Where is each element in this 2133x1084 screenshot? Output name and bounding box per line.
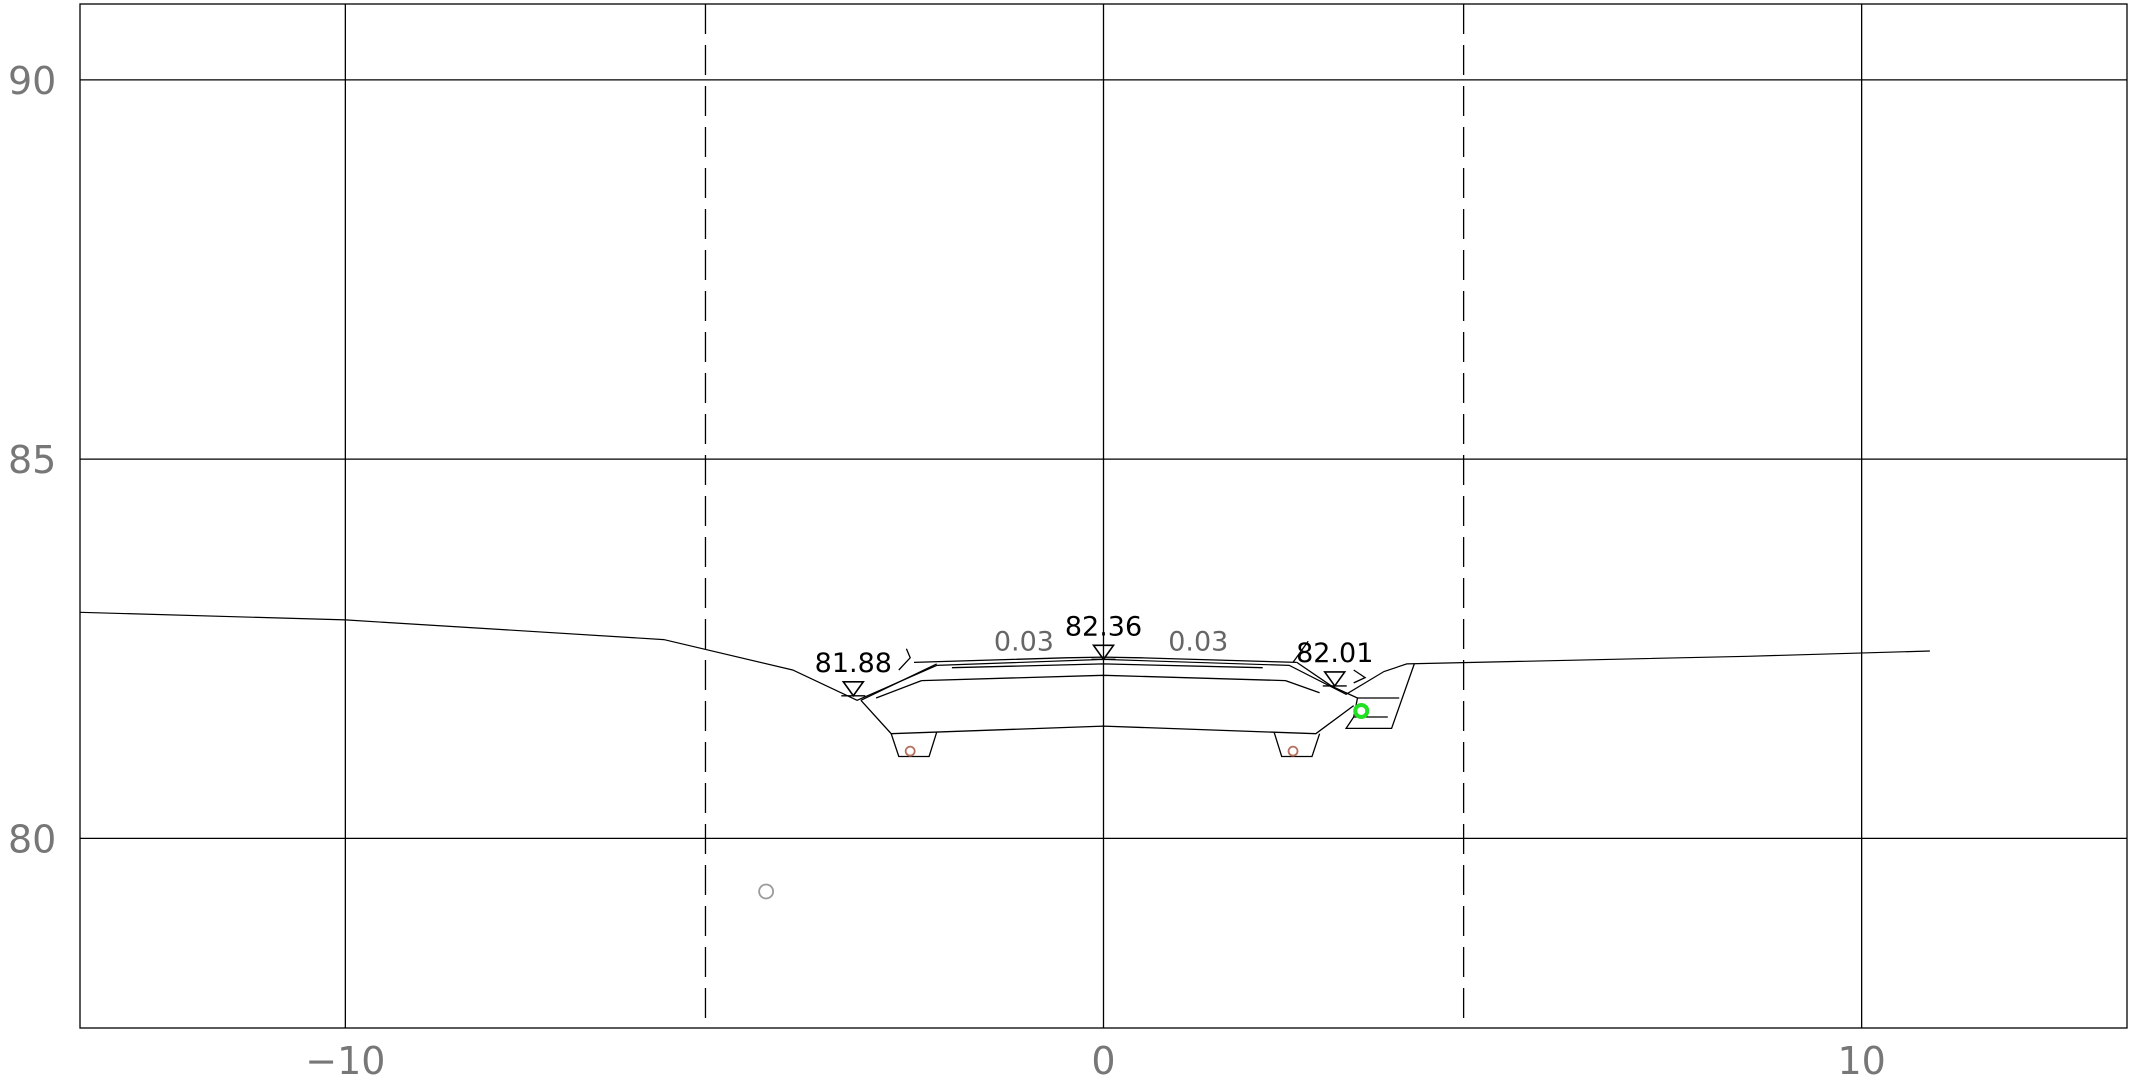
reference-point bbox=[758, 883, 775, 900]
x-tick-label: −10 bbox=[305, 1039, 385, 1080]
slope-label: 0.03 bbox=[1168, 626, 1228, 657]
elevation-label: 82.36 bbox=[1065, 611, 1142, 642]
points bbox=[758, 702, 1370, 900]
right-edge-inner bbox=[1285, 679, 1320, 694]
drain-right-point bbox=[1287, 745, 1299, 757]
elevation-marker-triangle bbox=[841, 680, 865, 698]
elevation-label: 82.01 bbox=[1296, 638, 1373, 669]
y-tick-label: 80 bbox=[8, 817, 56, 861]
y-tick-label: 90 bbox=[8, 59, 56, 103]
road-structure bbox=[860, 640, 1415, 758]
right-edge-line bbox=[1296, 661, 1336, 689]
elevation-marker-triangle bbox=[1091, 644, 1116, 661]
left-edge-inner bbox=[875, 679, 922, 699]
drain-left-point bbox=[904, 745, 916, 757]
x-tick-label: 10 bbox=[1837, 1039, 1885, 1080]
right-ditch bbox=[1273, 732, 1321, 758]
slope-label: 0.03 bbox=[994, 626, 1054, 657]
right-leader-line bbox=[1292, 640, 1309, 663]
utility-point bbox=[1353, 702, 1370, 719]
axis-labels: −10 0 10 80 85 90 bbox=[8, 59, 1886, 1083]
pavement-surface bbox=[913, 656, 1297, 664]
right-hook-mark bbox=[1353, 669, 1367, 684]
pavement-layer-2 bbox=[921, 674, 1286, 682]
grid-layer bbox=[79, 3, 2128, 1029]
boundary-lines bbox=[704, 4, 1465, 1028]
pavement-layer-1 bbox=[951, 663, 1263, 669]
right-curb-block bbox=[1330, 663, 1415, 730]
left-hook-mark bbox=[898, 648, 911, 671]
elevation-label: 81.88 bbox=[815, 648, 892, 679]
elevation-marker-triangle bbox=[1323, 671, 1347, 688]
labels: 81.88 82.36 82.01 0.03 0.03 bbox=[815, 611, 1374, 678]
left-ditch bbox=[890, 732, 938, 758]
subgrade-line bbox=[860, 699, 1355, 735]
x-tick-label: 0 bbox=[1091, 1039, 1115, 1080]
elevation-markers bbox=[841, 644, 1347, 698]
y-tick-label: 85 bbox=[8, 438, 56, 482]
